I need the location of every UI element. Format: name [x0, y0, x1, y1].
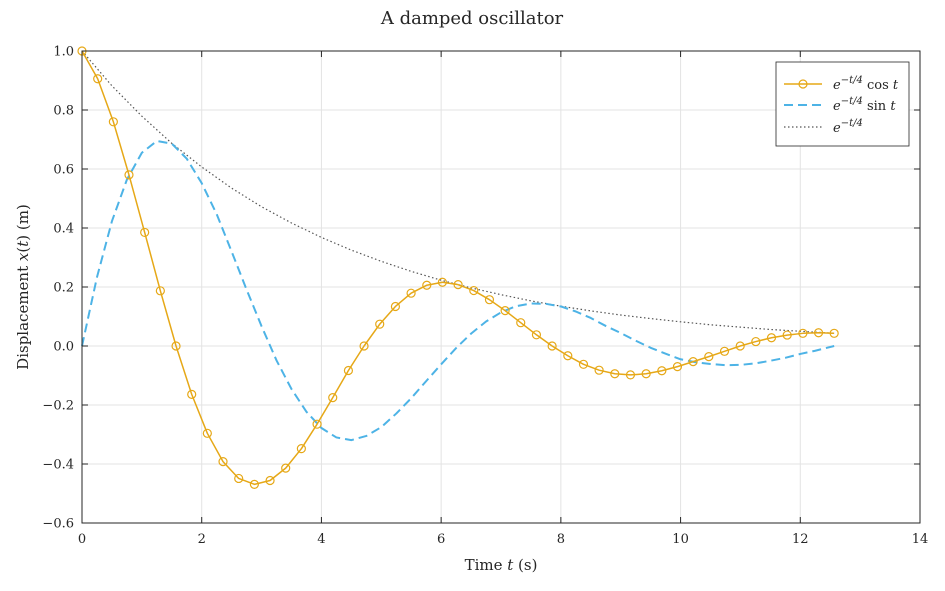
y-tick-label: −0.6 [42, 517, 74, 532]
series-line-1 [81, 139, 835, 442]
series-point [406, 288, 416, 298]
series-point [813, 328, 824, 338]
series-point [719, 346, 730, 356]
series-point [751, 336, 761, 347]
series-point [578, 359, 589, 369]
series-point [171, 341, 181, 351]
series-point [531, 330, 542, 340]
series-point [453, 280, 463, 290]
series-point [563, 351, 573, 361]
x-tick-label: 4 [317, 532, 325, 547]
series-point [469, 285, 479, 296]
chart-title: A damped oscillator [380, 8, 564, 29]
series-point [657, 366, 667, 376]
series-point [829, 328, 839, 338]
x-tick-label: 8 [557, 532, 565, 547]
legend: e−t/4 cos t e−t/4 sin t e−t/4 [775, 61, 910, 147]
series-point [594, 365, 604, 375]
y-axis-label: Displacement x(t) (m) [14, 204, 32, 370]
series-point [265, 475, 275, 486]
series-point [766, 333, 777, 343]
x-tick-label: 6 [437, 532, 445, 547]
series-point [625, 370, 636, 380]
y-tick-label: 0.0 [53, 340, 74, 355]
series-point [422, 280, 432, 290]
y-tick-label: 0.6 [53, 163, 74, 178]
series-point [704, 352, 714, 362]
series-point [140, 227, 150, 238]
series-line-0 [81, 50, 835, 486]
series-point [343, 365, 354, 376]
series-point [234, 473, 244, 484]
series-point [390, 301, 401, 312]
series-point [124, 170, 134, 180]
series-point [610, 369, 620, 379]
legend-marker-cos [798, 79, 808, 89]
series-point [281, 463, 291, 473]
y-tick-label: −0.4 [42, 458, 74, 473]
x-tick-label: 2 [198, 532, 206, 547]
series-point [202, 428, 212, 438]
series-point [375, 319, 385, 329]
y-tick-label: 0.4 [53, 222, 74, 237]
series-point [437, 277, 447, 287]
y-tick-label: 1.0 [53, 45, 74, 60]
x-tick-label: 0 [78, 532, 86, 547]
series-point [328, 393, 338, 403]
legend-label-exp: e−t/4 [833, 118, 863, 136]
y-tick-label: 0.8 [53, 104, 74, 119]
series-point [672, 362, 683, 372]
series-point [500, 306, 510, 316]
series-point [155, 286, 165, 296]
y-tick-label: −0.2 [42, 399, 74, 414]
series-point [547, 341, 557, 351]
series-layer [77, 46, 839, 489]
series-point [312, 419, 322, 429]
grid [82, 51, 920, 523]
x-tick-label: 12 [792, 532, 809, 547]
series-point [735, 341, 745, 351]
series-point [688, 357, 698, 367]
ticks: 0 2 4 6 8 10 12 14 −0.6 −0.4 −0.2 0.0 0.2 0.4 0.6 0.8 1.… [42, 45, 928, 548]
series-point [93, 74, 103, 84]
series-point [798, 328, 808, 338]
series-point [296, 444, 306, 454]
x-tick-label: 14 [912, 532, 929, 547]
x-tick-label: 10 [672, 532, 689, 547]
y-tick-label: 0.2 [53, 281, 74, 296]
series-point [641, 369, 651, 379]
series-point [782, 330, 792, 340]
series-point [249, 479, 259, 489]
series-point [516, 318, 526, 328]
series-point [484, 295, 495, 305]
legend-label-sin: e−t/4 sin t [833, 96, 896, 114]
series-point [187, 389, 197, 399]
legend-label-cos: e−t/4 cos t [833, 75, 899, 93]
series-point [108, 117, 118, 127]
series-point [218, 457, 228, 467]
x-axis-label: Time t (s) [465, 556, 538, 574]
series-point [359, 341, 369, 351]
